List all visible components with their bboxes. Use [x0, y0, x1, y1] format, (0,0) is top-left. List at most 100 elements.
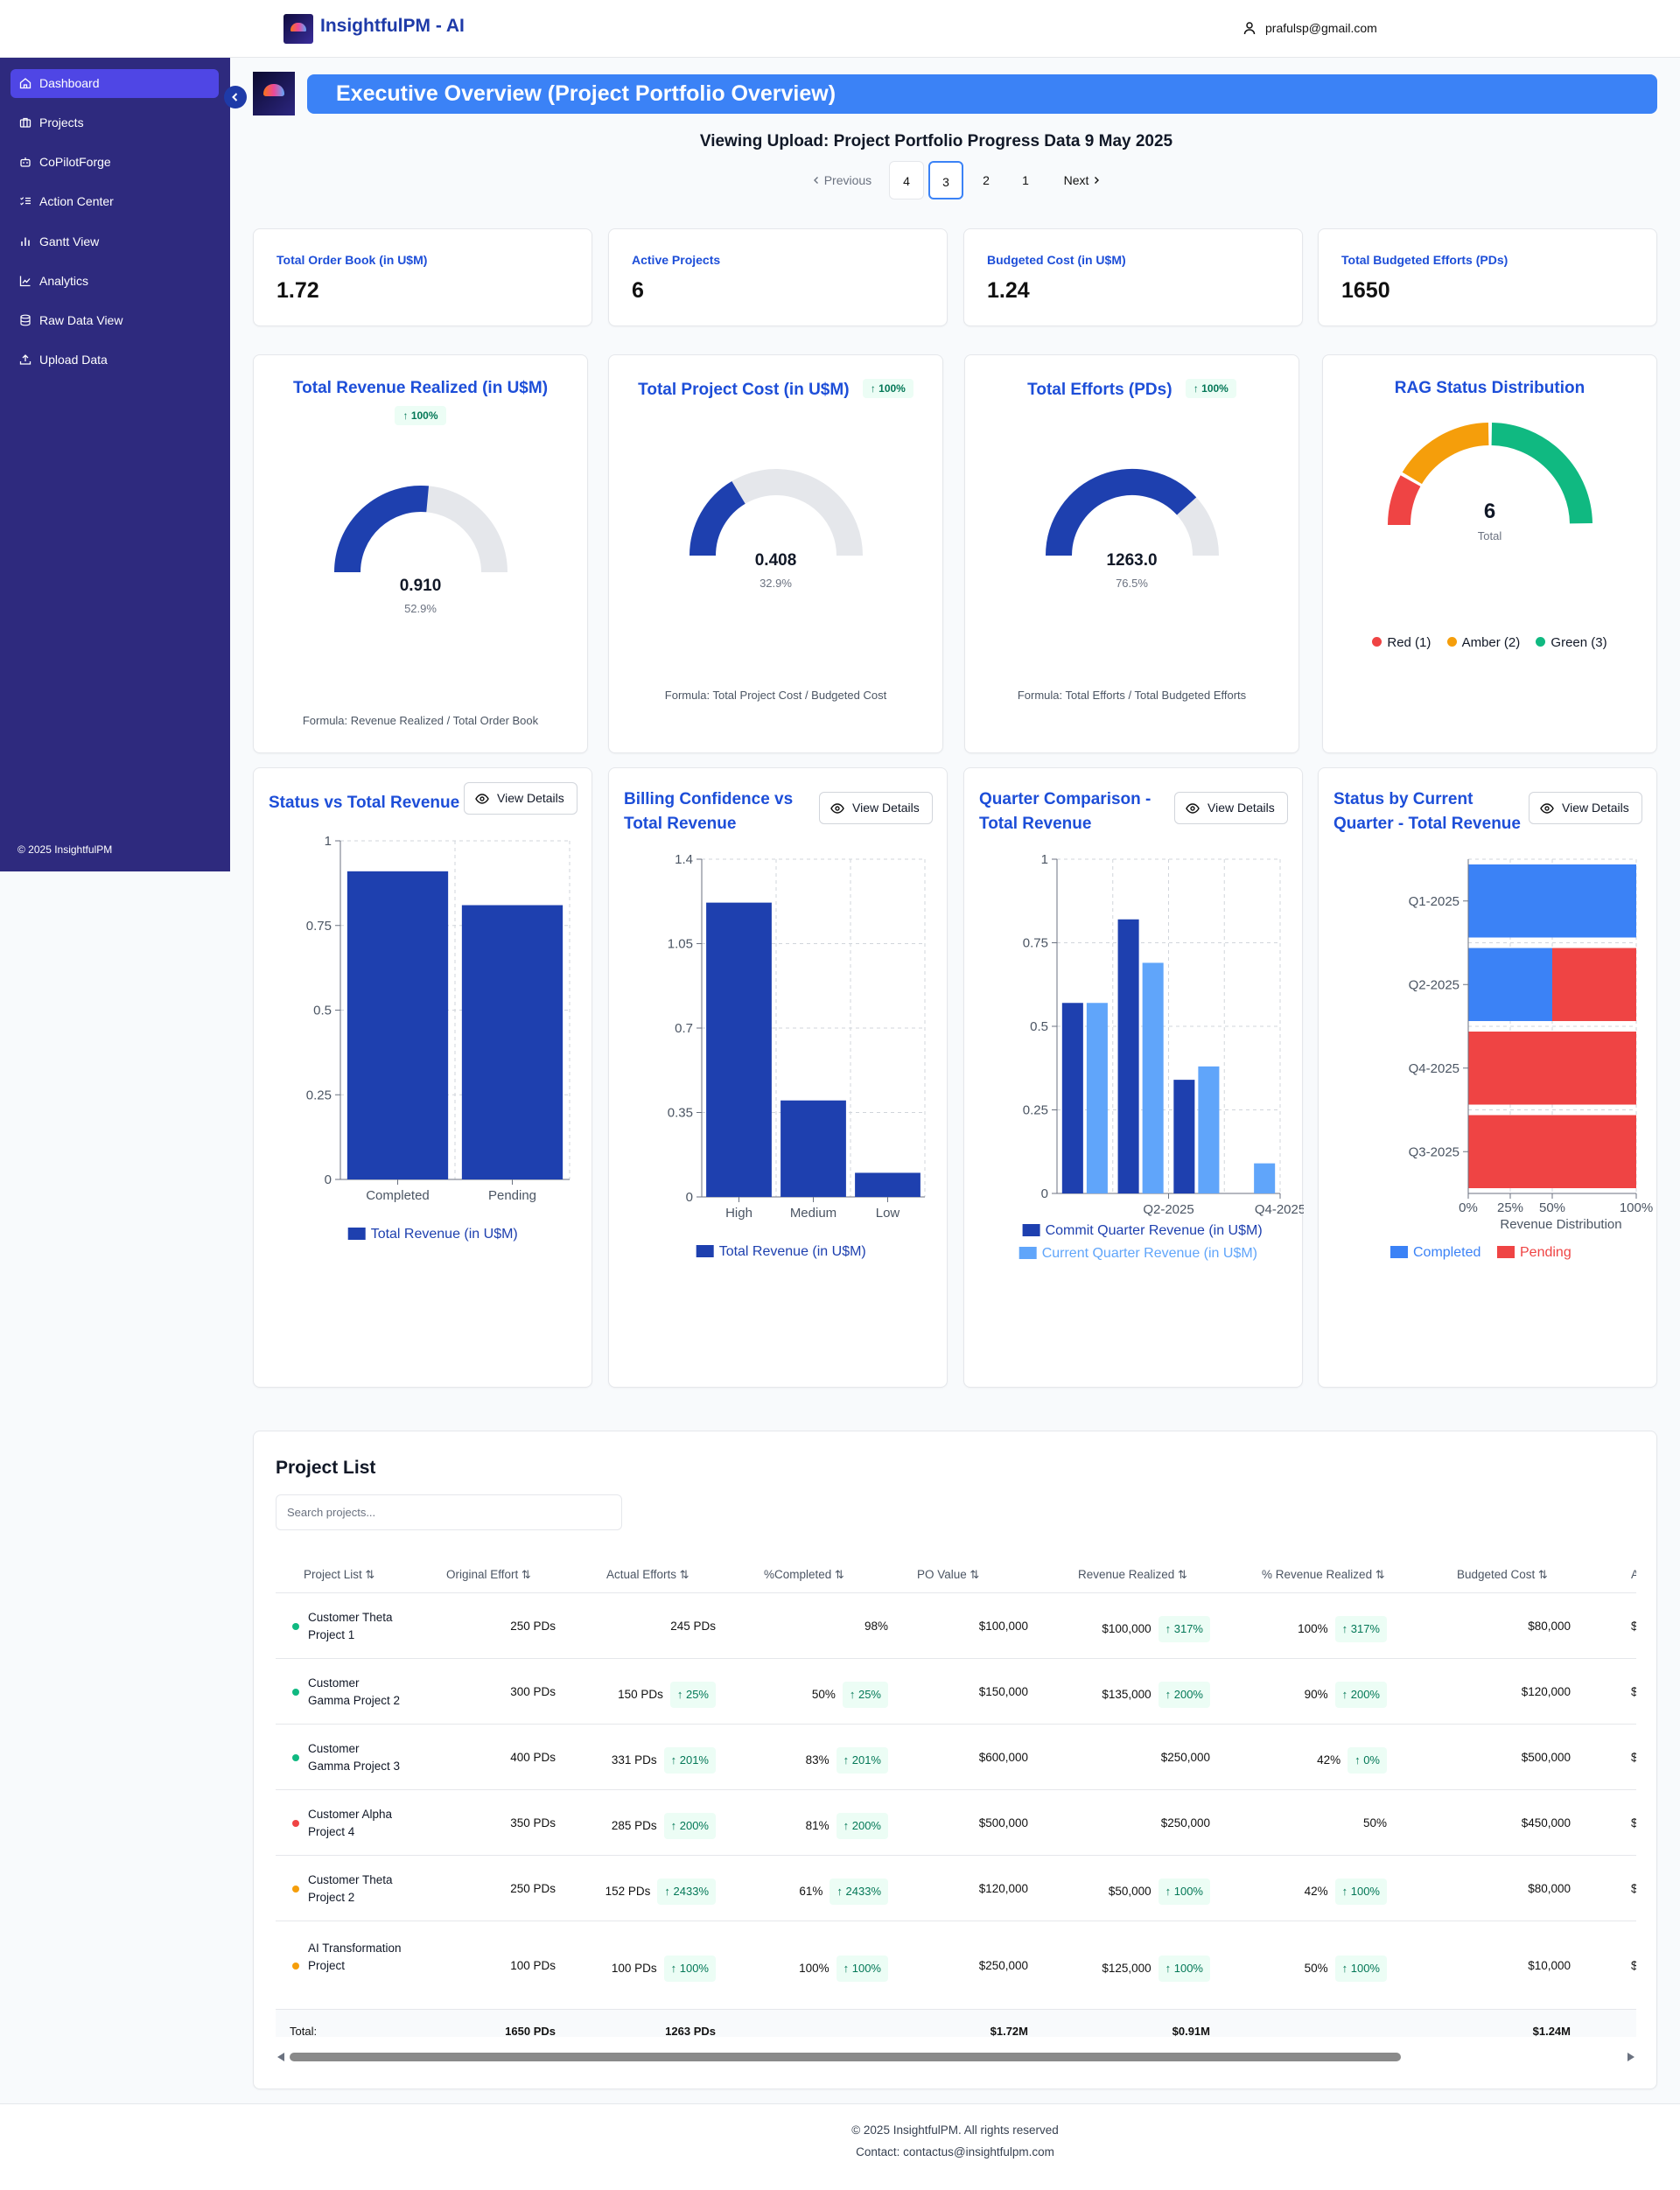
project-name[interactable]: Customer Alpha Project 4 — [308, 1807, 393, 1838]
sort-icon[interactable]: ⇅ — [1535, 1568, 1548, 1581]
search-input[interactable]: Search projects... — [276, 1494, 622, 1530]
sort-icon[interactable]: ⇅ — [1174, 1568, 1187, 1581]
kpi-card-order-book: Total Order Book (in U$M) 1.72 — [253, 228, 592, 326]
table-row[interactable]: Customer Alpha Project 4 350 PDs 285 PDs ↑ … — [276, 1789, 1636, 1855]
list-checks-icon — [20, 197, 31, 206]
bar-segment[interactable] — [1468, 948, 1552, 1022]
next-button[interactable]: Next — [1056, 161, 1109, 199]
project-name[interactable]: Customer Theta Project 1 — [308, 1610, 393, 1641]
table-row[interactable]: Customer Gamma Project 2 300 PDs 150 PDs ↑ … — [276, 1658, 1636, 1724]
sort-icon[interactable]: ⇅ — [1372, 1568, 1385, 1581]
bar[interactable] — [1061, 1003, 1083, 1193]
legend-item-amber[interactable]: Amber (2) — [1446, 635, 1520, 650]
bar[interactable] — [1142, 962, 1164, 1193]
sidebar-item-raw-data-view[interactable]: Raw Data View — [10, 306, 219, 335]
project-name[interactable]: Customer Theta Project 2 — [308, 1872, 393, 1904]
bar-segment[interactable] — [1552, 948, 1636, 1022]
bar[interactable] — [1173, 1080, 1195, 1193]
sidebar-item-analytics[interactable]: Analytics — [10, 267, 219, 296]
horizontal-scrollbar[interactable] — [276, 2051, 1636, 2063]
page-button-3[interactable]: 3 — [928, 161, 963, 199]
footer-contact[interactable]: Contact: contactus@insightfulpm.com — [856, 2145, 1054, 2159]
bar[interactable] — [855, 1172, 920, 1197]
sidebar-item-dashboard[interactable]: Dashboard — [10, 69, 219, 98]
column-header[interactable]: Revenue Realized ⇅ — [1078, 1568, 1187, 1581]
legend-label[interactable]: Completed — [1413, 1245, 1480, 1260]
viewing-upload-title: Viewing Upload: Project Portfolio Progre… — [699, 132, 1173, 150]
sidebar-collapse-button[interactable] — [224, 86, 247, 108]
scrollbar-thumb[interactable] — [290, 2053, 1401, 2061]
kpi-card-budgeted-cost: Budgeted Cost (in U$M) 1.24 — [963, 228, 1303, 326]
rag-status-dot — [292, 1962, 299, 1970]
column-header[interactable]: Ac — [1631, 1568, 1636, 1581]
column-header[interactable]: Project List ⇅ — [304, 1568, 375, 1581]
sort-icon[interactable]: ⇅ — [831, 1568, 844, 1581]
bar[interactable] — [780, 1100, 846, 1197]
page-button-2[interactable]: 2 — [983, 173, 990, 187]
project-name[interactable]: Customer Gamma Project 2 — [308, 1676, 401, 1707]
page-button-4[interactable]: 4 — [889, 161, 924, 199]
rag-segment[interactable] — [1491, 423, 1592, 524]
bar-segment[interactable] — [1468, 1032, 1636, 1105]
table-row[interactable]: Customer Theta Project 1 250 PDs 245 PDs 98… — [276, 1592, 1636, 1658]
bar[interactable] — [1198, 1066, 1220, 1193]
gauge-percent: 32.9% — [760, 577, 792, 590]
trend-badge: ↑ 100% — [862, 379, 914, 398]
bar[interactable] — [1254, 1163, 1276, 1193]
column-header[interactable]: % Revenue Realized ⇅ — [1262, 1568, 1385, 1581]
sidebar-item-action-center[interactable]: Action Center — [10, 187, 219, 216]
chevron-right-icon — [1095, 177, 1100, 184]
legend-item-green[interactable]: Green (3) — [1536, 635, 1607, 650]
column-header[interactable]: Original Effort ⇅ — [446, 1568, 531, 1581]
view-details-button[interactable]: View Details — [1529, 792, 1642, 824]
column-header[interactable]: Budgeted Cost ⇅ — [1457, 1568, 1548, 1581]
sort-icon[interactable]: ⇅ — [676, 1568, 690, 1581]
previous-button[interactable]: Previous — [805, 161, 878, 199]
legend-item-red[interactable]: Red (1) — [1372, 635, 1431, 650]
brand-title[interactable]: InsightfulPM - AI — [320, 16, 465, 36]
page-button-1[interactable]: 1 — [1022, 173, 1029, 187]
pct-revenue-cell: 50% ↑ 100% — [1229, 1955, 1387, 1982]
column-header[interactable]: Actual Efforts ⇅ — [606, 1568, 690, 1581]
sort-icon[interactable]: ⇅ — [518, 1568, 531, 1581]
column-header[interactable]: %Completed ⇅ — [764, 1568, 844, 1581]
legend-label[interactable]: Total Revenue (in U$M) — [719, 1244, 866, 1259]
bar[interactable] — [346, 871, 449, 1179]
bar[interactable] — [461, 905, 564, 1179]
status-by-quarter-chart: Q1-2025 Q2-2025 Q4-2025 Q3-2025 0% 25% 50% 100%… — [1390, 858, 1653, 1260]
scroll-left-icon[interactable] — [277, 2053, 284, 2061]
pct-revenue-cell: 42% ↑ 0% — [1229, 1746, 1387, 1774]
bar-segment[interactable] — [1468, 1115, 1636, 1189]
legend-label[interactable]: Commit Quarter Revenue (in U$M) — [1046, 1223, 1263, 1238]
bar-segment[interactable] — [1468, 864, 1636, 938]
project-name[interactable]: Customer Gamma Project 3 — [308, 1741, 401, 1773]
sidebar-item-upload-data[interactable]: Upload Data — [10, 346, 219, 374]
legend-label[interactable]: Current Quarter Revenue (in U$M) — [1042, 1246, 1257, 1261]
actual-efforts-cell: 152 PDs ↑ 2433% — [564, 1878, 716, 1905]
bar[interactable] — [706, 902, 772, 1197]
sidebar-item-projects[interactable]: Projects — [10, 108, 219, 137]
sidebar-item-copilotforge[interactable]: CoPilotForge — [10, 148, 219, 177]
view-details-button[interactable]: View Details — [1174, 792, 1288, 824]
bar[interactable] — [1117, 919, 1139, 1193]
app-logo[interactable] — [284, 14, 313, 44]
sort-icon[interactable]: ⇅ — [361, 1568, 375, 1581]
legend-label[interactable]: Total Revenue (in U$M) — [371, 1227, 518, 1242]
table-row[interactable]: Customer Gamma Project 3 400 PDs 331 PDs ↑ … — [276, 1724, 1636, 1789]
user-menu[interactable]: prafulsp@gmail.com — [1242, 21, 1377, 35]
rag-segment[interactable] — [1402, 423, 1489, 485]
project-name[interactable]: AI Transformation Project — [308, 1941, 402, 1972]
sort-icon[interactable]: ⇅ — [966, 1568, 980, 1581]
legend-label[interactable]: Pending — [1520, 1245, 1572, 1260]
table-row[interactable]: AI Transformation Project 100 PDs 100 PDs ↑… — [276, 1921, 1636, 2009]
rag-segment[interactable] — [1388, 475, 1421, 526]
sidebar-item-gantt-view[interactable]: Gantt View — [10, 227, 219, 256]
scroll-right-icon[interactable] — [1628, 2053, 1634, 2061]
completed-cell: 61% ↑ 2433% — [731, 1878, 888, 1905]
view-details-button[interactable]: View Details — [819, 792, 933, 824]
column-header[interactable]: PO Value ⇅ — [917, 1568, 980, 1581]
view-details-button[interactable]: View Details — [464, 782, 578, 815]
bot-icon — [20, 157, 31, 167]
bar[interactable] — [1086, 1003, 1108, 1193]
table-row[interactable]: Customer Theta Project 2 250 PDs 152 PDs ↑ … — [276, 1855, 1636, 1921]
